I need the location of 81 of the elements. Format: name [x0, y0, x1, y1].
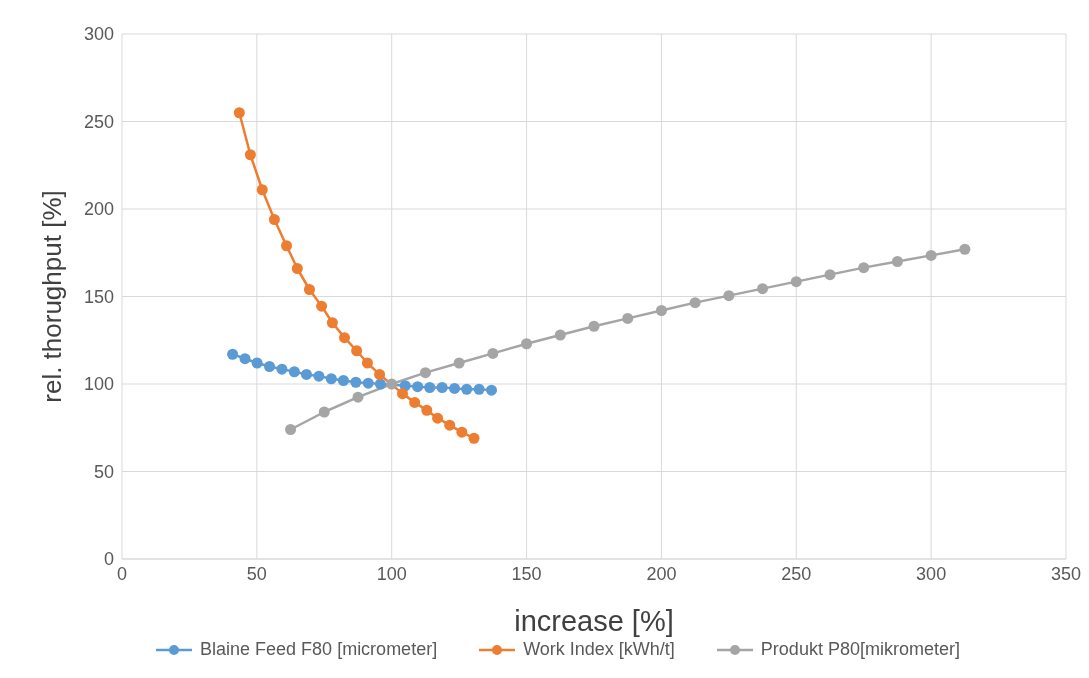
point [256, 184, 268, 196]
point [361, 357, 373, 369]
point [473, 383, 485, 395]
point [456, 426, 468, 438]
point [424, 382, 436, 393]
point [233, 107, 245, 119]
y-tick-label: 250 [83, 111, 114, 132]
point [386, 378, 398, 390]
y-tick-label: 0 [103, 549, 114, 570]
x-tick-label: 300 [916, 563, 947, 584]
x-tick-label: 50 [246, 563, 267, 584]
point [325, 373, 337, 385]
point [251, 357, 263, 369]
y-tick-label: 50 [93, 461, 114, 482]
point [486, 384, 498, 396]
point [622, 312, 634, 324]
x-tick-label: 100 [376, 563, 407, 584]
point [276, 363, 288, 375]
point [723, 290, 735, 302]
point [303, 284, 315, 295]
point [374, 368, 386, 380]
x-tick-label: 350 [1050, 563, 1082, 584]
point [351, 345, 363, 357]
y-tick-label: 200 [83, 199, 114, 220]
point [824, 269, 836, 281]
point [285, 424, 297, 435]
point [588, 320, 600, 332]
point [397, 388, 408, 400]
x-tick-label: 250 [781, 563, 812, 584]
point [300, 368, 312, 380]
point [244, 149, 256, 161]
y-axis-title: rel. thorughput [%] [37, 190, 68, 403]
point [436, 382, 448, 393]
point [468, 432, 480, 444]
point [291, 263, 303, 274]
point [421, 404, 433, 416]
point [891, 256, 903, 267]
point [339, 332, 351, 344]
legend-label: Work Index [kWh/t] [523, 639, 675, 660]
point [264, 361, 276, 372]
point [313, 370, 325, 382]
point [925, 249, 937, 261]
point [461, 383, 473, 395]
point [419, 367, 431, 379]
point [350, 376, 362, 388]
point [227, 348, 239, 360]
point [554, 329, 566, 341]
y-tick-label: 300 [83, 24, 114, 45]
x-axis-title: increase [%] [514, 605, 674, 637]
point [352, 391, 364, 403]
x-tick-label: 150 [511, 563, 542, 584]
legend-label: Blaine Feed F80 [micrometer] [200, 639, 438, 660]
y-tick-label: 100 [83, 374, 114, 395]
point [409, 396, 421, 408]
point [412, 381, 424, 393]
point [487, 347, 499, 359]
point [326, 317, 338, 329]
y-tick-label: 150 [83, 286, 114, 307]
legend-label: Produkt P80[mikrometer] [760, 639, 960, 660]
point [449, 382, 461, 394]
x-tick-label: 0 [116, 563, 128, 584]
point [362, 377, 374, 389]
point [521, 338, 533, 350]
point [281, 240, 293, 252]
point [316, 300, 328, 312]
point [655, 305, 667, 316]
x-tick-label: 200 [646, 563, 677, 584]
point [432, 412, 444, 424]
point [318, 406, 330, 418]
point [444, 419, 456, 431]
point [268, 214, 280, 225]
point [337, 375, 349, 386]
point [453, 357, 465, 369]
point [374, 378, 386, 390]
point [858, 262, 870, 274]
point [689, 297, 701, 309]
point [757, 283, 769, 295]
point [790, 276, 802, 288]
point [288, 366, 300, 378]
point [239, 353, 251, 365]
point [959, 243, 971, 255]
